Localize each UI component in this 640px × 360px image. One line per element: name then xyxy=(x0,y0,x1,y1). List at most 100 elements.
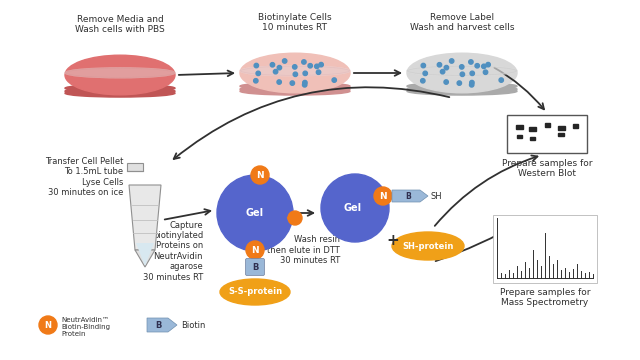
Text: SH: SH xyxy=(431,192,443,201)
Circle shape xyxy=(277,66,282,70)
Text: B: B xyxy=(405,192,411,201)
Circle shape xyxy=(444,66,449,70)
Circle shape xyxy=(319,62,323,67)
Circle shape xyxy=(253,78,258,83)
FancyBboxPatch shape xyxy=(246,258,264,275)
Bar xyxy=(558,133,564,136)
Circle shape xyxy=(316,70,321,75)
Polygon shape xyxy=(136,243,154,265)
Text: Remove Label
Wash and harvest cells: Remove Label Wash and harvest cells xyxy=(410,13,515,32)
Circle shape xyxy=(468,60,473,64)
Circle shape xyxy=(470,71,474,76)
Text: Gel: Gel xyxy=(246,208,264,218)
Circle shape xyxy=(246,241,264,259)
Bar xyxy=(517,135,522,138)
Ellipse shape xyxy=(220,279,290,305)
Circle shape xyxy=(277,80,282,84)
Circle shape xyxy=(470,83,474,87)
Ellipse shape xyxy=(65,84,175,92)
Text: N: N xyxy=(256,171,264,180)
Circle shape xyxy=(440,69,445,74)
Circle shape xyxy=(475,64,479,68)
Text: Gel: Gel xyxy=(344,203,362,213)
Text: Transfer Cell Pellet
To 1.5mL tube
Lyse Cells
30 minutes on ice: Transfer Cell Pellet To 1.5mL tube Lyse … xyxy=(45,157,123,197)
FancyBboxPatch shape xyxy=(493,215,597,283)
Bar xyxy=(530,137,535,140)
Text: S-S-protein: S-S-protein xyxy=(228,288,282,297)
Circle shape xyxy=(457,81,461,85)
Ellipse shape xyxy=(240,85,350,93)
Ellipse shape xyxy=(407,66,517,76)
Ellipse shape xyxy=(407,85,517,93)
Circle shape xyxy=(301,60,306,64)
Text: Remove Media and
Wash cells with PBS: Remove Media and Wash cells with PBS xyxy=(75,15,165,35)
Ellipse shape xyxy=(240,87,350,95)
Circle shape xyxy=(470,80,474,85)
Text: Prepare samples for
Mass Spectrometry: Prepare samples for Mass Spectrometry xyxy=(500,288,590,307)
Text: Wash resin
then elute in DTT
30 minutes RT: Wash resin then elute in DTT 30 minutes … xyxy=(268,235,340,265)
Text: NeutrAvidin™
Biotin-Binding
Protein: NeutrAvidin™ Biotin-Binding Protein xyxy=(61,317,110,337)
Text: Biotinylate Cells
10 minutes RT: Biotinylate Cells 10 minutes RT xyxy=(258,13,332,32)
Circle shape xyxy=(39,316,57,334)
Circle shape xyxy=(499,78,504,82)
Circle shape xyxy=(288,211,302,225)
Circle shape xyxy=(321,174,389,242)
Circle shape xyxy=(290,81,294,85)
Circle shape xyxy=(482,64,486,68)
Circle shape xyxy=(292,65,297,69)
Bar xyxy=(529,127,536,131)
Ellipse shape xyxy=(65,68,175,78)
Text: Biotin: Biotin xyxy=(181,320,205,329)
Text: SH-protein: SH-protein xyxy=(403,242,454,251)
Bar xyxy=(573,124,578,128)
Circle shape xyxy=(254,63,259,68)
Text: N: N xyxy=(379,192,387,201)
Ellipse shape xyxy=(240,66,350,76)
Ellipse shape xyxy=(65,55,175,95)
Bar xyxy=(558,126,565,130)
Circle shape xyxy=(486,62,490,67)
Polygon shape xyxy=(392,190,428,202)
Circle shape xyxy=(423,71,428,76)
Polygon shape xyxy=(129,185,161,250)
Ellipse shape xyxy=(407,87,517,95)
Circle shape xyxy=(251,166,269,184)
Polygon shape xyxy=(127,163,143,171)
Ellipse shape xyxy=(65,89,175,97)
Circle shape xyxy=(293,72,298,76)
Ellipse shape xyxy=(392,232,464,260)
Circle shape xyxy=(444,80,449,84)
Ellipse shape xyxy=(240,82,350,90)
Ellipse shape xyxy=(65,68,175,78)
Circle shape xyxy=(449,59,454,63)
Text: N: N xyxy=(45,320,51,329)
Circle shape xyxy=(332,78,337,82)
Circle shape xyxy=(256,71,260,76)
Text: N: N xyxy=(251,246,259,255)
Ellipse shape xyxy=(407,82,517,90)
Circle shape xyxy=(483,70,488,75)
Circle shape xyxy=(273,69,278,74)
Circle shape xyxy=(421,63,426,68)
Circle shape xyxy=(303,71,307,76)
Bar xyxy=(545,123,550,127)
Polygon shape xyxy=(147,318,177,332)
Circle shape xyxy=(437,63,442,67)
Circle shape xyxy=(217,175,293,251)
Ellipse shape xyxy=(407,53,517,93)
Circle shape xyxy=(460,65,464,69)
Text: B: B xyxy=(252,262,258,271)
Bar xyxy=(516,125,523,129)
Circle shape xyxy=(460,72,465,76)
Circle shape xyxy=(308,64,312,68)
Circle shape xyxy=(374,187,392,205)
Ellipse shape xyxy=(65,87,175,95)
Ellipse shape xyxy=(407,66,517,76)
Ellipse shape xyxy=(240,66,350,76)
Circle shape xyxy=(303,83,307,87)
Text: B: B xyxy=(155,320,161,329)
Ellipse shape xyxy=(240,53,350,93)
Circle shape xyxy=(315,64,319,68)
Text: +: + xyxy=(387,233,399,248)
Text: Capture
biotinylated
Proteins on
NeutrAvidin
agarose
30 minutes RT: Capture biotinylated Proteins on NeutrAv… xyxy=(143,220,203,282)
